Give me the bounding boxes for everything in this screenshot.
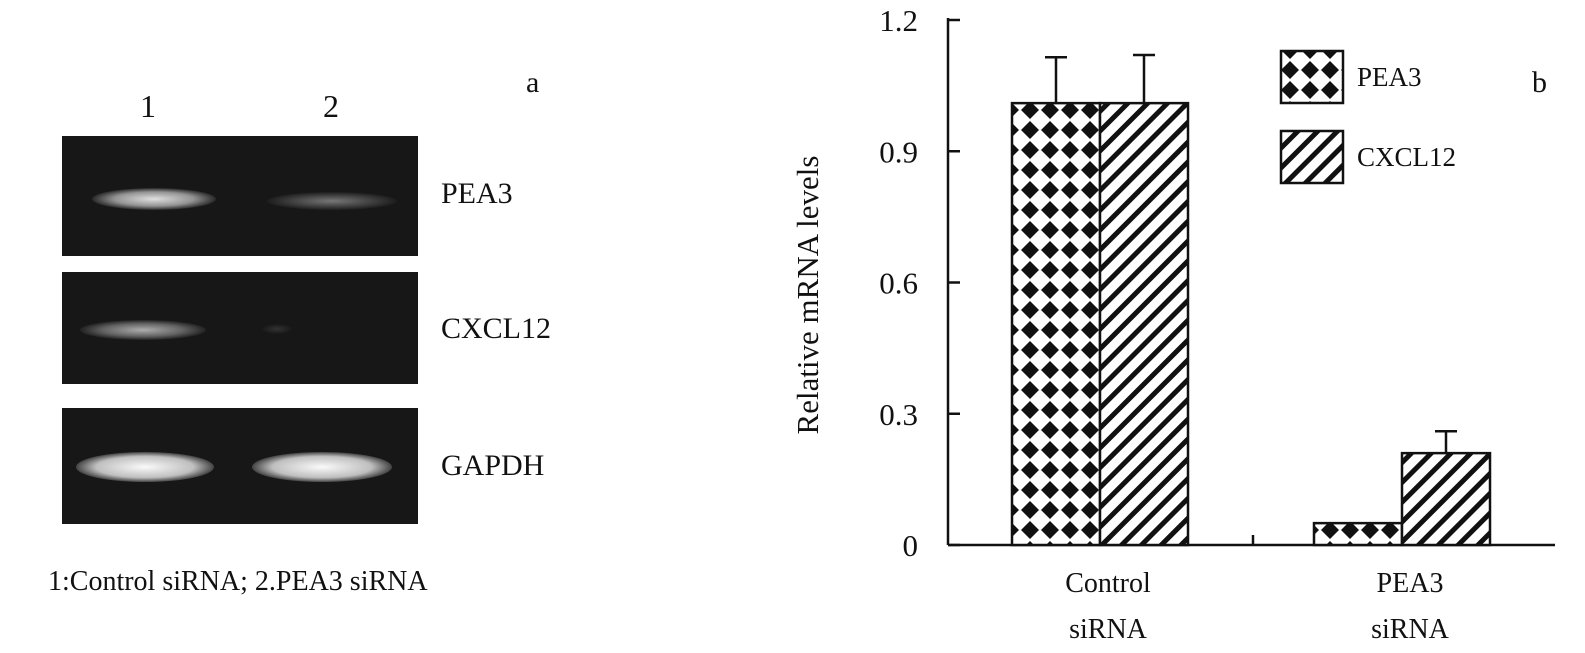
gel-panel-gapdh: [62, 408, 418, 524]
y-tick-label: 0.6: [879, 266, 918, 301]
y-tick-label: 0: [903, 528, 919, 563]
band-cxcl12-lane1: [80, 320, 206, 340]
y-tick-label: 1.2: [879, 3, 918, 38]
legend-label-pea3: PEA3: [1357, 62, 1422, 92]
bar-pea3-0: [1010, 101, 1102, 547]
bar-pea3-1: [1312, 521, 1404, 547]
gene-label-cxcl12: CXCL12: [441, 312, 552, 345]
y-axis-title: Relative mRNA levels: [790, 156, 825, 435]
y-tick-label: 0.9: [879, 134, 918, 169]
panel-b-label: b: [1532, 66, 1547, 99]
y-tick-label: 0.3: [879, 397, 918, 432]
figure-caption: 1:Control siRNA; 2.PEA3 siRNA: [48, 566, 428, 597]
panel-a-label: a: [526, 66, 540, 99]
band-pea3-lane1: [92, 188, 216, 210]
x-category-label: siRNA: [1371, 614, 1450, 645]
x-category-label: siRNA: [1069, 614, 1148, 645]
legend-swatch-pea3: [1279, 49, 1345, 105]
band-gapdh-lane1: [76, 452, 214, 482]
gel-panel-pea3: [62, 136, 418, 256]
band-cxcl12-lane2: [262, 324, 292, 334]
gene-label-pea3: PEA3: [441, 177, 513, 210]
lane-label-1: 1: [140, 88, 156, 124]
legend-label-cxcl12: CXCL12: [1357, 142, 1456, 172]
band-pea3-lane2: [267, 192, 397, 210]
lane-label-2: 2: [323, 88, 339, 124]
x-category-label: Control: [1065, 568, 1151, 599]
gene-label-gapdh: GAPDH: [441, 449, 545, 482]
bar-cxcl12-1: [1400, 451, 1492, 547]
band-gapdh-lane2: [252, 452, 392, 482]
x-category-label: PEA3: [1377, 568, 1444, 599]
bar-cxcl12-0: [1098, 101, 1190, 547]
gel-panel-cxcl12: [62, 272, 418, 384]
legend-swatch-cxcl12: [1279, 129, 1345, 185]
